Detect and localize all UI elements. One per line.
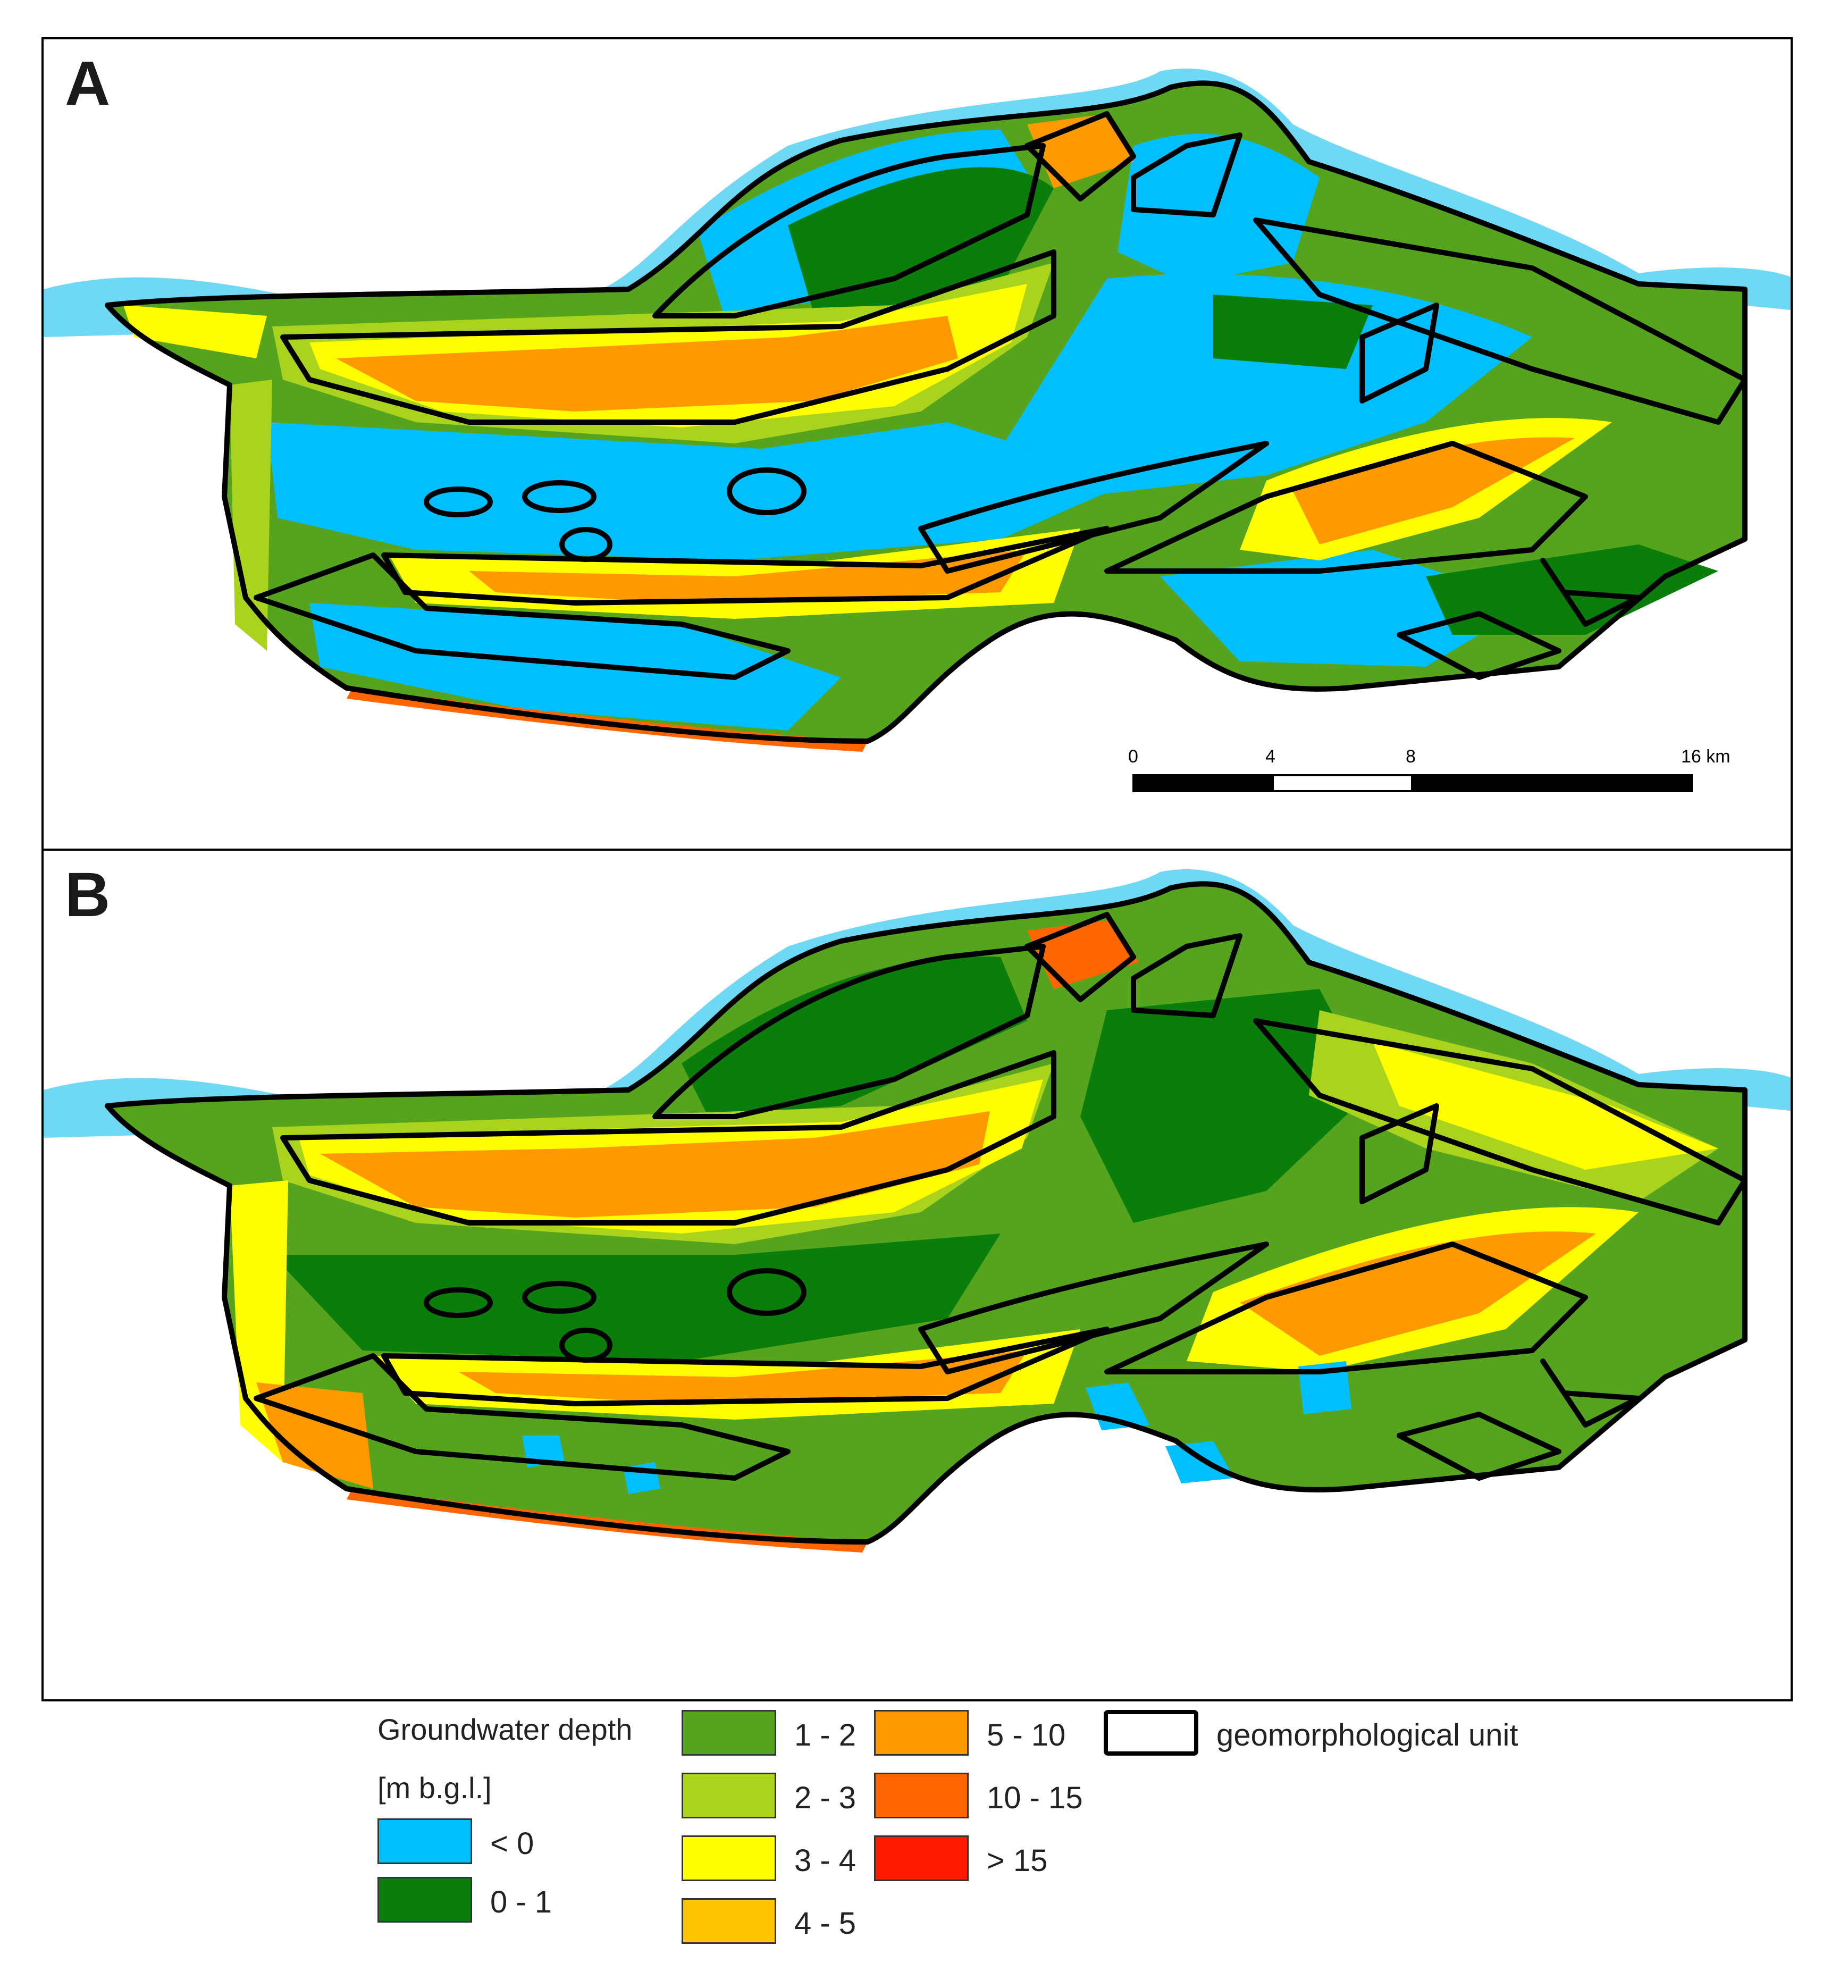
geomorphological-unit — [105, 80, 1748, 744]
legend-label: 10 - 15 — [987, 1781, 1083, 1815]
geomorphological-unit — [559, 527, 612, 562]
legend-label: 2 - 3 — [794, 1781, 856, 1815]
geomorphological-unit — [1253, 1018, 1748, 1226]
geomorphological-unit — [254, 1353, 791, 1481]
geomorphological-unit — [1359, 1103, 1439, 1204]
geomorphological-unit — [559, 1328, 612, 1363]
geomorphological-unit — [1104, 441, 1588, 574]
depth-zone-yellow — [123, 305, 267, 358]
legend-label: geomorphological unit — [1216, 1718, 1518, 1752]
legend-swatch — [874, 1835, 969, 1881]
legend-unit: [m b.g.l.] — [377, 1771, 492, 1805]
legend-swatch — [874, 1710, 969, 1756]
map-b-canvas — [44, 869, 1791, 1553]
geomorphological-unit — [280, 249, 1056, 425]
legend-swatch — [377, 1818, 472, 1864]
panel-label-a: A — [65, 48, 111, 119]
legend-swatch — [874, 1773, 969, 1818]
geomorphological-unit — [1359, 303, 1439, 404]
geomorphological-unit — [918, 1242, 1269, 1374]
legend-label: 4 - 5 — [794, 1906, 856, 1941]
geomorphological-unit — [280, 1050, 1056, 1226]
legend-label: 5 - 10 — [987, 1718, 1066, 1752]
geomorphological-unit — [522, 1281, 597, 1314]
geomorphological-unit — [522, 480, 597, 513]
depth-zone-orange — [336, 316, 958, 412]
scale-segment — [1411, 774, 1693, 792]
geomorphological-unit — [424, 486, 493, 517]
geomorphological-unit — [918, 441, 1269, 574]
geomorphological-unit — [1253, 217, 1748, 425]
depth-zone-blue — [1001, 274, 1532, 497]
geomorphological-unit — [381, 526, 1110, 606]
legend-label: 3 - 4 — [794, 1843, 856, 1878]
legend-label: > 15 — [987, 1843, 1048, 1878]
map-panel-a: A 0 4 8 16 km — [41, 37, 1793, 851]
legend-swatch — [377, 1877, 472, 1923]
geomorphological-unit — [1104, 1242, 1588, 1374]
map-a-canvas — [44, 68, 1791, 752]
legend-label: 1 - 2 — [794, 1718, 856, 1752]
legend-swatch — [682, 1898, 776, 1944]
geomorphological-unit — [1540, 558, 1641, 627]
legend-title: Groundwater depth — [377, 1713, 633, 1746]
legend-swatch — [682, 1835, 776, 1881]
depth-zone-blue — [1118, 133, 1320, 284]
geomorphological-unit — [1131, 132, 1242, 217]
depth-zone-orange — [1240, 1231, 1596, 1356]
legend-label: 0 - 1 — [490, 1885, 552, 1919]
legend-swatch — [682, 1710, 776, 1756]
depth-zone-dark-green — [1426, 544, 1718, 635]
legend-label: < 0 — [490, 1826, 534, 1861]
scale-tick-4: 4 — [1265, 746, 1275, 767]
depth-zone-yellow — [1373, 1042, 1718, 1170]
geomorphological-unit — [1024, 912, 1136, 1002]
legend-unit-outline-swatch — [1104, 1710, 1198, 1756]
geomorphological-unit — [1024, 111, 1136, 202]
geomorphological-unit — [1540, 1358, 1641, 1428]
legend-swatch — [682, 1773, 776, 1818]
scale-segment — [1132, 774, 1274, 792]
map-panel-b: B — [41, 849, 1793, 1701]
geomorphological-unit — [652, 944, 1046, 1119]
scale-tick-16: 16 km — [1681, 746, 1731, 767]
geomorphological-unit — [1397, 1412, 1561, 1481]
depth-zone-blue — [267, 422, 1133, 560]
geomorphological-unit-outlines — [105, 80, 1748, 744]
geomorphological-unit — [424, 1287, 493, 1318]
geomorphological-unit — [1397, 611, 1561, 680]
depth-zone-light-green — [230, 380, 272, 651]
depth-zone-blue — [1165, 1441, 1234, 1483]
depth-zone-orange — [320, 1111, 990, 1218]
panel-label-b: B — [65, 860, 111, 930]
geomorphological-unit — [652, 143, 1046, 318]
depth-zone-dark-green — [788, 167, 1054, 316]
depth-zone-dark-green — [1213, 295, 1373, 369]
geomorphological-unit — [381, 1327, 1110, 1406]
geomorphological-unit — [727, 1268, 807, 1316]
scale-bar: 0 4 8 16 km — [1128, 746, 1766, 821]
geomorphological-unit — [727, 467, 807, 515]
depth-zone-dark-green — [1080, 989, 1373, 1223]
depth-zone-dark-green — [272, 1234, 1001, 1361]
legend: Groundwater depth [m b.g.l.] < 0 0 - 1 1… — [0, 1701, 1848, 1988]
geomorphological-unit — [105, 881, 1748, 1545]
geomorphological-unit — [254, 552, 791, 680]
depth-zone-dark-green — [682, 957, 1027, 1117]
geomorphological-unit — [1131, 933, 1242, 1018]
scale-segment — [1272, 774, 1413, 792]
scale-tick-8: 8 — [1406, 746, 1416, 767]
scale-tick-0: 0 — [1128, 746, 1138, 767]
geomorphological-unit-outlines — [105, 881, 1748, 1545]
